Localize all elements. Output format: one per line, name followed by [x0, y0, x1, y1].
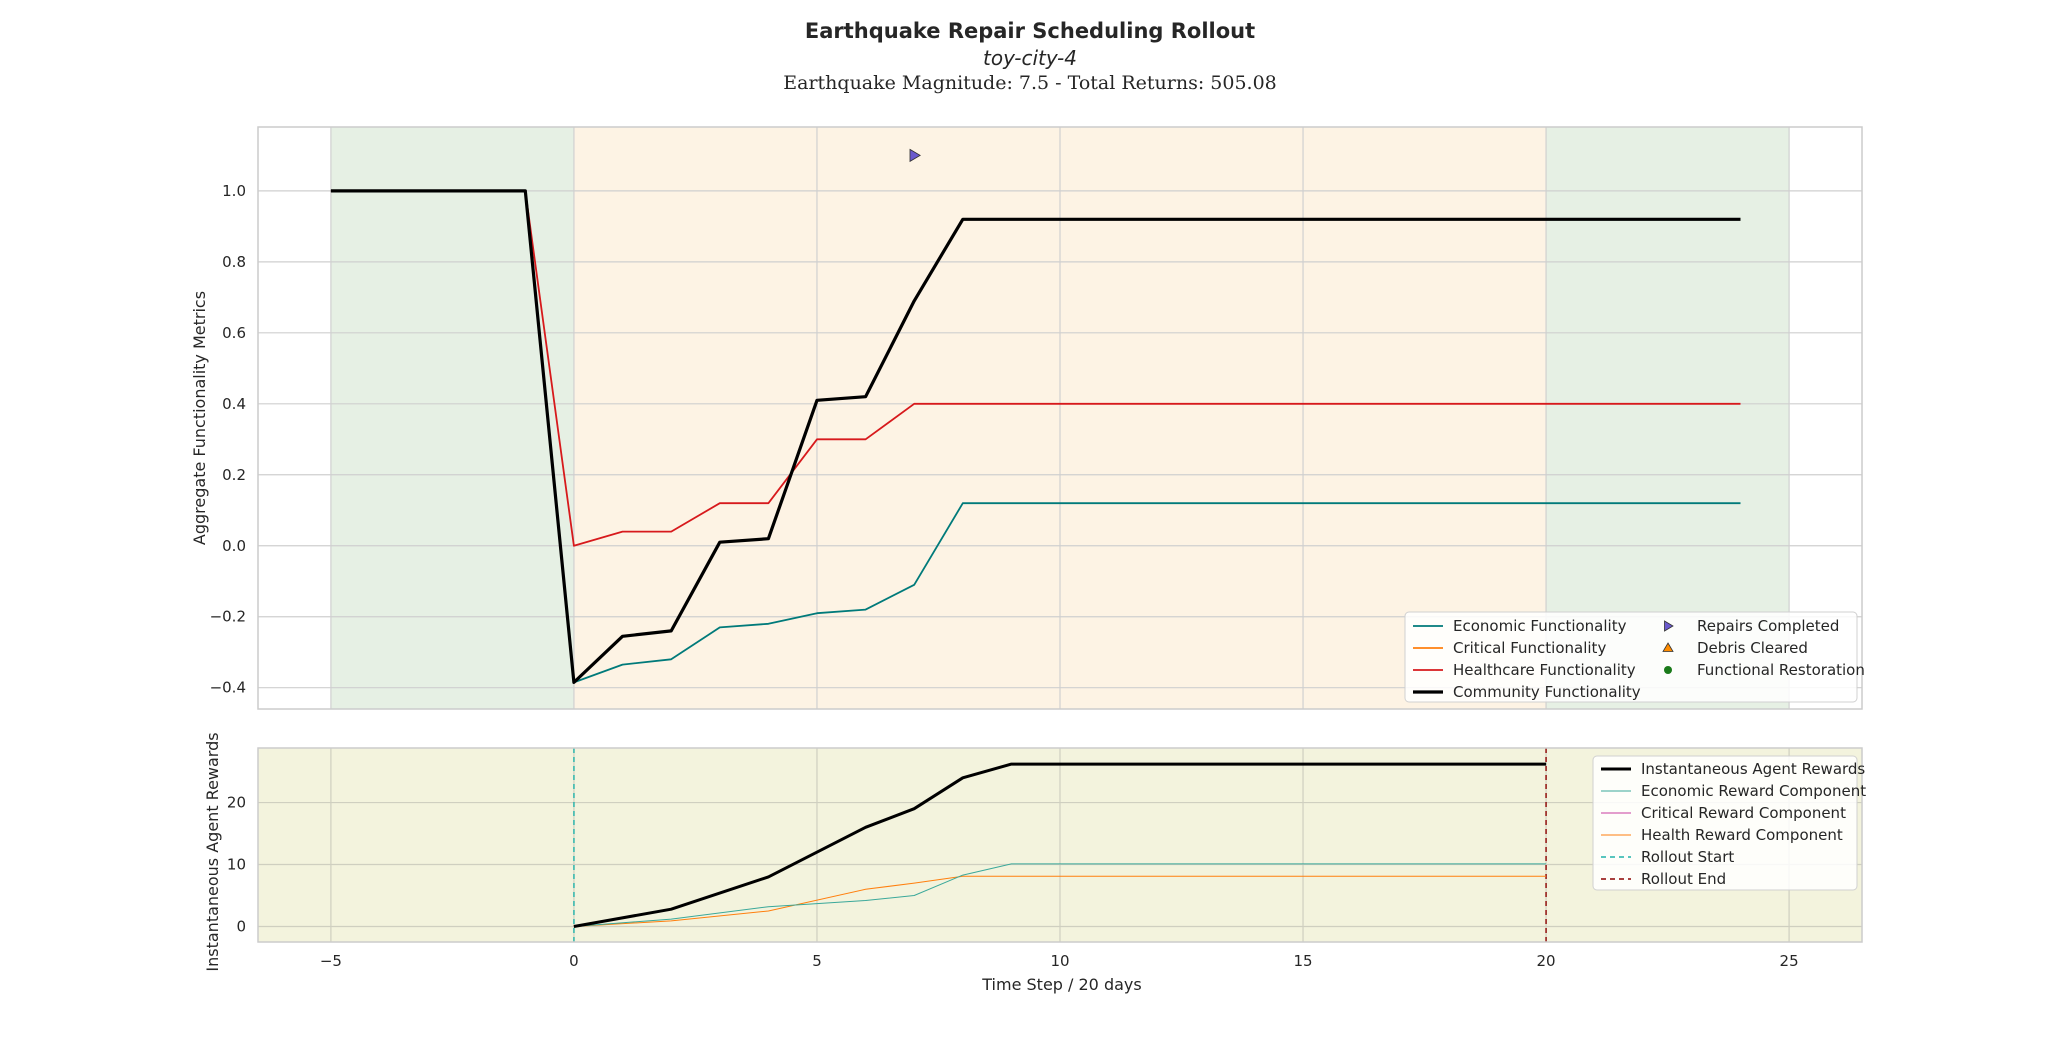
legend-marker-functional-restoration [1664, 666, 1672, 674]
bottom-xtick-label: 10 [1050, 952, 1069, 970]
top-ytick-label: 1.0 [222, 182, 246, 200]
top-ylabel: Aggregate Functionality Metrics [190, 291, 209, 545]
bottom-ytick-label: 0 [236, 918, 246, 936]
bottom-plot-frame [257, 747, 1863, 943]
legend-label-rollout-start: Rollout Start [1641, 848, 1734, 866]
top-ytick-label: 0.8 [222, 253, 246, 271]
legend-label-critical-reward-component: Critical Reward Component [1641, 804, 1846, 822]
rewards-panel: −5 0 5 10 15 20 25 0 10 20 Instantaneous Agent Rew… [227, 747, 1866, 970]
legend-label-functional-restoration: Functional Restoration [1697, 661, 1865, 679]
legend-marker-debris-cleared [1662, 642, 1674, 652]
series-instantaneous-agent-rewards [573, 762, 1547, 928]
legend-label-repairs-completed: Repairs Completed [1697, 617, 1839, 635]
top-legend-box [1404, 611, 1858, 703]
bottom-xtick-label: 20 [1537, 952, 1556, 970]
legend-marker-repairs-completed [1664, 620, 1674, 632]
bottom-xtick-label: 25 [1780, 952, 1799, 970]
top-ytick-label: 0.0 [222, 537, 246, 555]
legend-label-rollout-end: Rollout End [1641, 870, 1726, 888]
legend-label-health-reward-component: Health Reward Component [1641, 826, 1843, 844]
phase-band-0 [330, 127, 574, 709]
series-economic-reward-component [573, 863, 1547, 927]
legend-label-healthcare-functionality: Healthcare Functionality [1453, 661, 1636, 679]
legend-label-economic-reward-component: Economic Reward Component [1641, 782, 1866, 800]
bottom-xtick-label: −5 [320, 952, 342, 970]
marker-repairs-completed [909, 148, 921, 163]
legend-label-community-functionality: Community Functionality [1453, 683, 1641, 701]
bottom-ylabel: Instantaneous Agent Rewards [203, 732, 222, 971]
chart-subtitle: toy-city-4 [983, 46, 1077, 70]
bottom-xtick-label: 0 [569, 952, 579, 970]
bottom-xtick-label: 15 [1293, 952, 1312, 970]
chart-info: Earthquake Magnitude: 7.5 - Total Return… [783, 72, 1277, 94]
legend-label-economic-functionality: Economic Functionality [1453, 617, 1627, 635]
top-ytick-label: 0.4 [222, 395, 246, 413]
bottom-legend-box [1592, 755, 1858, 891]
top-ytick-label: 0.6 [222, 324, 246, 342]
top-ytick-label: 0.2 [222, 466, 246, 484]
top-plot-frame [257, 126, 1863, 710]
series-community-functionality [330, 189, 1741, 685]
top-ytick-label: −0.2 [210, 608, 246, 626]
chart-title: Earthquake Repair Scheduling Rollout [805, 19, 1255, 43]
top-ytick-label: −0.4 [210, 679, 246, 697]
bottom-xtick-label: 5 [812, 952, 822, 970]
functionality-panel: −0.4 −0.2 0.0 0.2 0.4 0.6 0.8 1.0 Economic Funct… [210, 126, 1865, 710]
bottom-ytick-label: 20 [227, 794, 246, 812]
series-healthcare-functionality [330, 189, 1741, 547]
bottom-xlabel: Time Step / 20 days [981, 975, 1141, 994]
bottom-ytick-label: 10 [227, 856, 246, 874]
legend-label-critical-functionality: Critical Functionality [1453, 639, 1606, 657]
legend-label-instantaneous-agent-rewards: Instantaneous Agent Rewards [1641, 760, 1865, 778]
series-health-reward-component [573, 875, 1547, 927]
legend-label-debris-cleared: Debris Cleared [1697, 639, 1808, 657]
